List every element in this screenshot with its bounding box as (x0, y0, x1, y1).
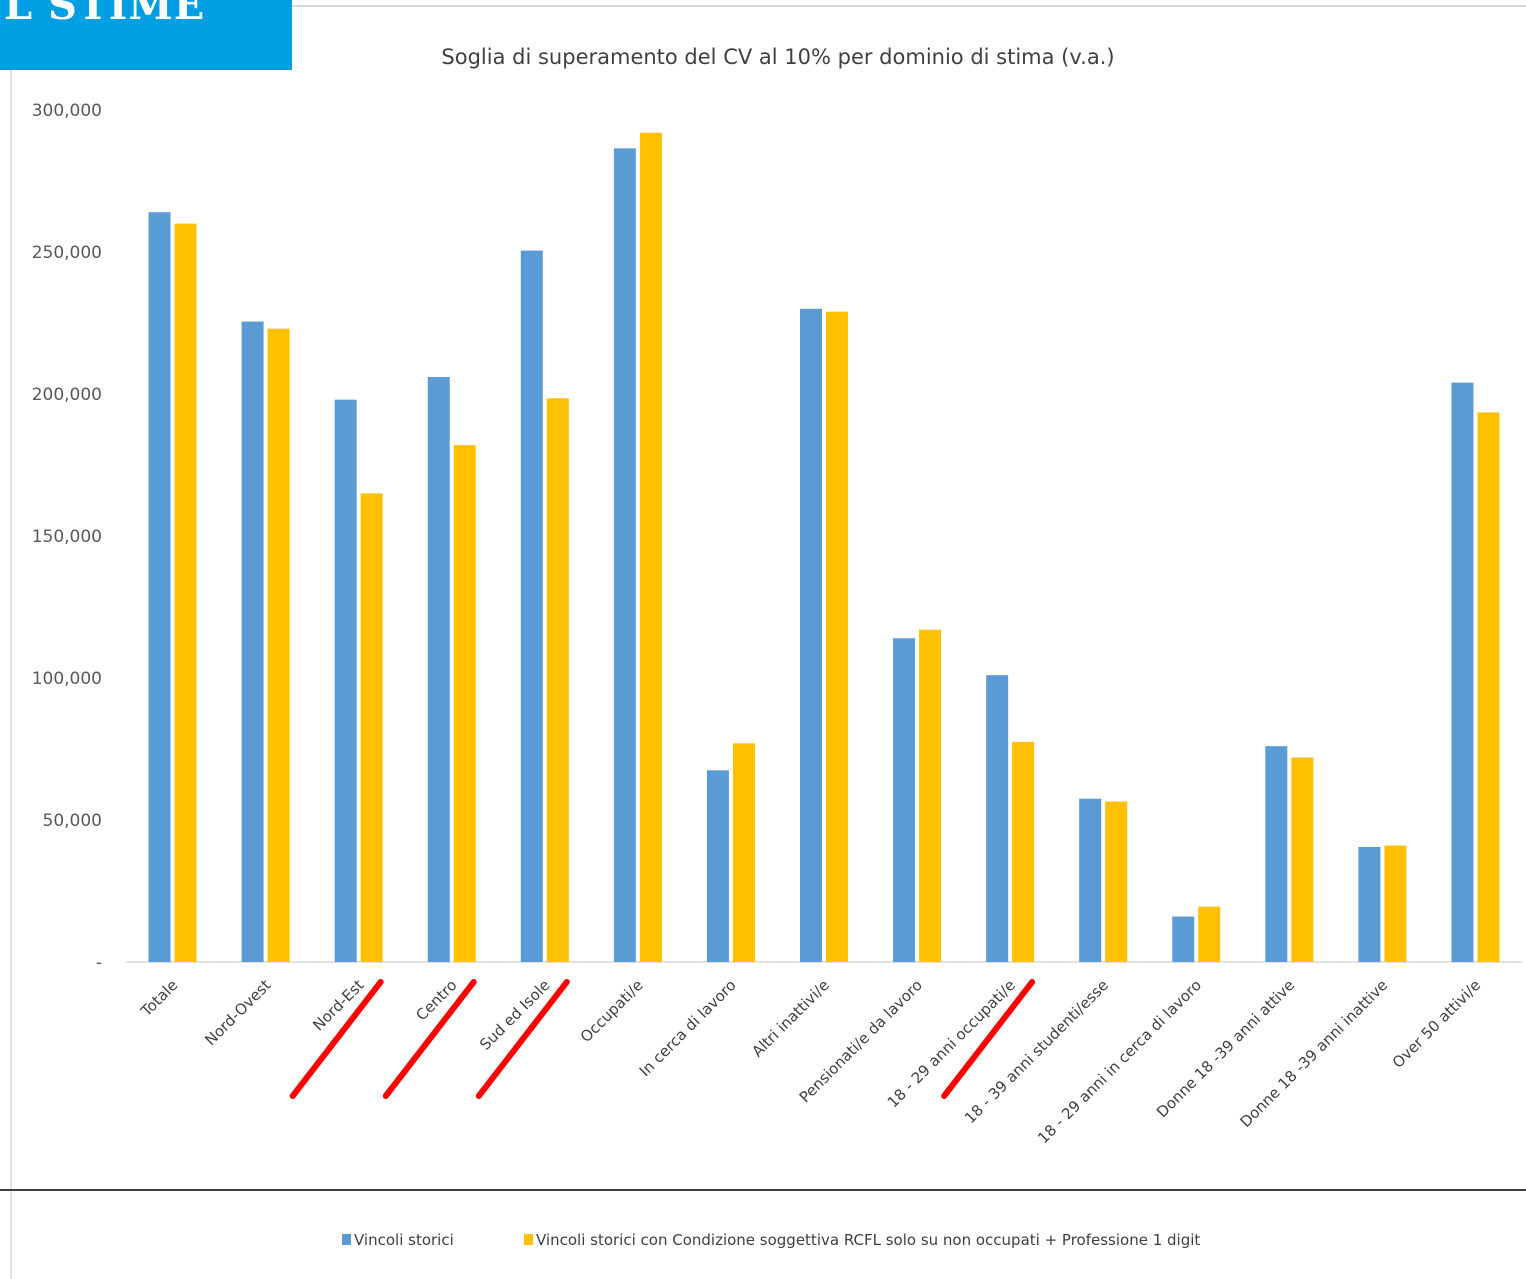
x-tick-label: Occupati/e (577, 976, 647, 1046)
bar-vincoli-storici-18-29-anni-in-cerca-di-lavoro (1172, 916, 1195, 962)
corner-banner-text: L STIME (4, 0, 206, 29)
bar-vincoli-rcfl-over-50-attivi-e (1477, 412, 1500, 963)
bar-vincoli-rcfl-donne-18-39-anni-inattive (1384, 845, 1407, 962)
legend-label: Vincoli storici con Condizione soggettiv… (536, 1231, 1200, 1249)
bar-vincoli-rcfl-sud-ed-isole (546, 398, 569, 962)
bar-vincoli-rcfl-18-29-anni-in-cerca-di-lavoro (1198, 906, 1221, 962)
bar-vincoli-rcfl-donne-18-39-anni-attive (1291, 757, 1314, 962)
x-tick-label: Nord-Est (309, 976, 367, 1034)
y-tick-label: 50,000 (43, 811, 102, 831)
y-tick-label: 250,000 (32, 243, 102, 263)
bar-vincoli-rcfl-occupati-e (639, 132, 662, 963)
legend-label: Vincoli storici (354, 1231, 454, 1249)
bar-vincoli-storici-altri-inattivi-e (800, 308, 822, 962)
bar-vincoli-storici-donne-18-39-anni-inattive (1358, 846, 1381, 962)
bar-vincoli-storici-in-cerca-di-lavoro (706, 770, 729, 962)
bar-vincoli-rcfl-pensionati-e-da-lavoro (919, 629, 942, 962)
bar-vincoli-rcfl-nord-ovest (267, 328, 290, 962)
bar-vincoli-storici-sud-ed-isole (520, 250, 543, 962)
bar-vincoli-storici-18-29-anni-occupati-e (986, 675, 1009, 962)
bar-vincoli-rcfl-centro (453, 445, 476, 962)
bar-vincoli-storici-occupati-e (613, 148, 636, 963)
bar-vincoli-rcfl-nord-est (360, 493, 383, 962)
y-tick-label: 150,000 (32, 527, 102, 547)
y-tick-label: 100,000 (32, 669, 102, 689)
bar-vincoli-storici-pensionati-e-da-lavoro (893, 638, 916, 962)
red-slash-mark (475, 979, 570, 1099)
annotation-marks (289, 979, 1036, 1099)
bar-vincoli-rcfl-18-39-anni-studenti-esse (1105, 801, 1128, 962)
bar-vincoli-storici-nord-est (334, 399, 357, 962)
x-tick-label: Centro (412, 976, 460, 1024)
bar-vincoli-storici-donne-18-39-anni-attive (1265, 746, 1288, 962)
y-tick-label: 300,000 (32, 101, 102, 121)
red-slash-mark (382, 979, 477, 1099)
y-tick-label: 200,000 (32, 385, 102, 405)
chart-frame (0, 5, 1526, 1279)
bar-vincoli-rcfl-altri-inattivi-e (826, 311, 848, 962)
legend: Vincoli storici Vincoli storici con Condi… (342, 1231, 1200, 1249)
red-slash-mark (289, 979, 384, 1099)
bar-vincoli-rcfl-totale (174, 223, 197, 963)
x-tick-label: Altri inattivi/e (748, 976, 833, 1061)
chart-title: Soglia di superamento del CV al 10% per … (441, 45, 1114, 69)
bar-vincoli-storici-nord-ovest (241, 321, 264, 963)
legend-swatch (524, 1234, 533, 1245)
bar-vincoli-storici-18-39-anni-studenti-esse (1079, 798, 1102, 962)
y-tick-label: - (96, 953, 102, 973)
x-tick-label: Totale (137, 976, 182, 1021)
x-tick-label: 18 - 29 anni in cerca di lavoro (1034, 976, 1205, 1147)
bars-group (148, 132, 1500, 963)
x-tick-label: Donne 18 -39 anni inattive (1236, 976, 1391, 1131)
y-axis: - 50,000 100,000 150,000 200,000 250,000 300,0… (32, 101, 1522, 973)
bar-vincoli-storici-totale (148, 212, 171, 963)
corner-banner: L STIME (0, 0, 292, 70)
bar-vincoli-rcfl-18-29-anni-occupati-e (1012, 741, 1035, 962)
x-tick-label: Over 50 attivi/e (1389, 976, 1485, 1072)
legend-swatch (342, 1234, 351, 1245)
red-slash-mark (941, 979, 1036, 1099)
x-axis-labels: Totale Nord-Ovest Nord-Est Centro Sud ed Iso… (137, 976, 1485, 1147)
bar-vincoli-storici-centro (427, 376, 450, 963)
x-tick-label: Nord-Ovest (201, 976, 274, 1049)
bar-vincoli-rcfl-in-cerca-di-lavoro (732, 743, 755, 962)
x-tick-label: In cerca di lavoro (636, 976, 740, 1080)
bar-vincoli-storici-over-50-attivi-e (1451, 382, 1474, 962)
